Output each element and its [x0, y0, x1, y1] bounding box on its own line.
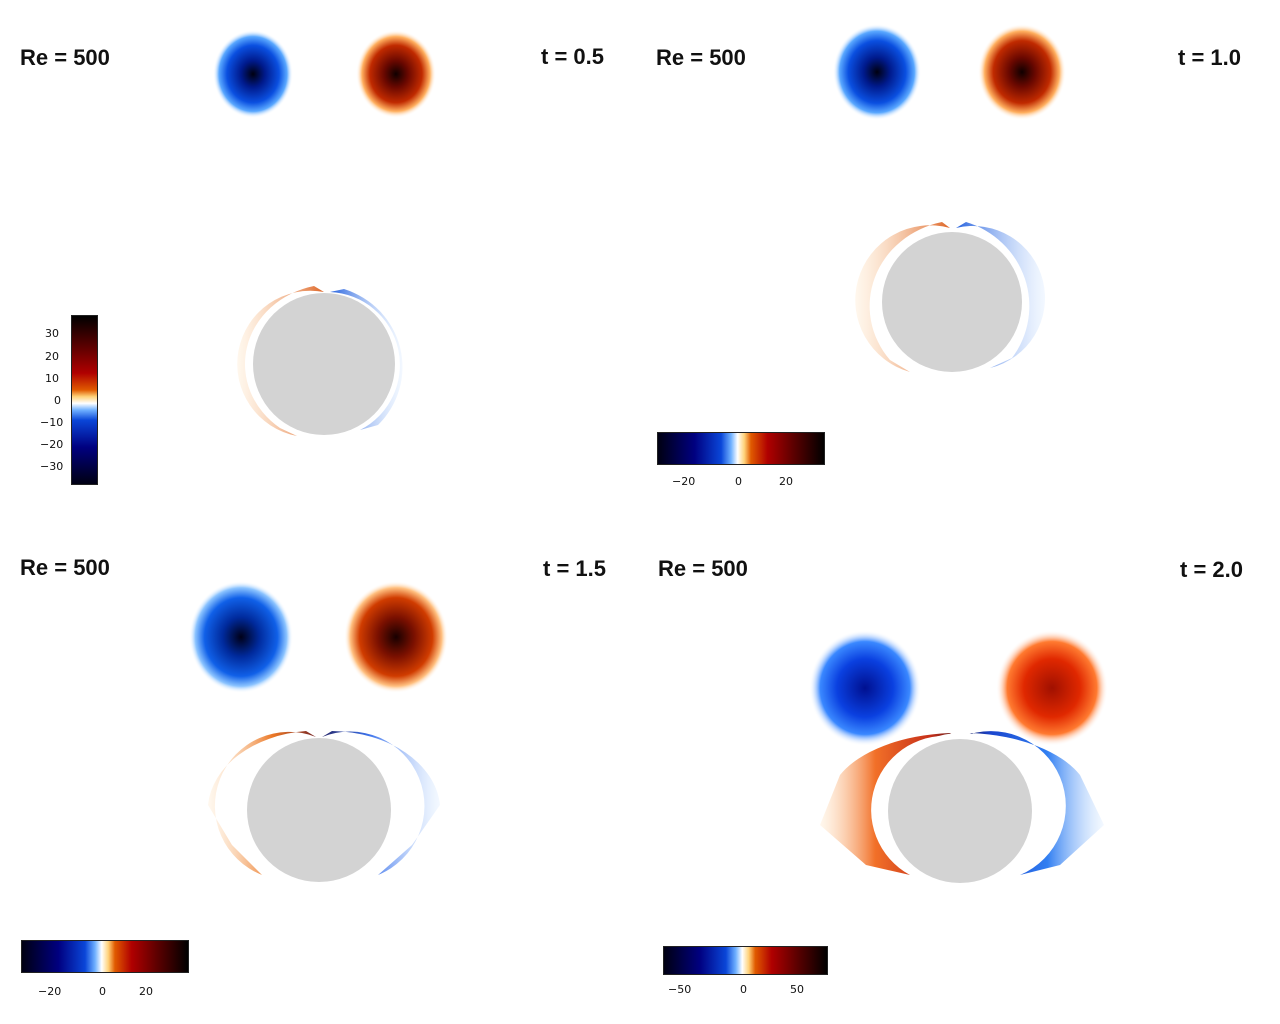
colorbar-tick: 0	[54, 394, 61, 407]
boundary-layer-positive	[855, 222, 950, 372]
colorbar	[71, 315, 98, 485]
vorticity-field	[213, 30, 436, 436]
vortex-positive	[978, 24, 1066, 120]
vorticity-field	[809, 630, 1108, 889]
panel-t-2-0: Re = 500 t = 2.0 −50 0 50	[640, 515, 1280, 1024]
colorbar-tick: 0	[735, 475, 742, 488]
vortex-positive	[344, 581, 448, 693]
vortex-negative	[213, 30, 293, 118]
reynolds-label: Re = 500	[656, 45, 746, 70]
cylinder	[253, 293, 395, 435]
boundary-layer-negative	[962, 731, 1104, 875]
reynolds-label: Re = 500	[20, 555, 110, 580]
time-label: t = 0.5	[541, 44, 604, 69]
colorbar-tick: 0	[740, 983, 747, 996]
colorbar-tick: 10	[45, 372, 59, 385]
vortex-negative	[833, 24, 921, 120]
colorbar-tick: −20	[672, 475, 696, 488]
colorbar-tick: 20	[45, 350, 59, 363]
boundary-layer-negative	[956, 222, 1046, 368]
reynolds-label: Re = 500	[20, 45, 110, 70]
colorbar	[663, 946, 828, 975]
vorticity-field	[833, 24, 1066, 372]
vorticity-field	[189, 581, 448, 882]
vortex-positive	[356, 30, 436, 118]
panel-t-1-5: Re = 500 t = 1.5 −20 0 20	[0, 515, 625, 1024]
colorbar-tick: 20	[779, 475, 793, 488]
colorbar-tick: 0	[99, 985, 106, 998]
vortex-positive	[996, 630, 1108, 746]
vortex-negative	[189, 581, 293, 693]
colorbar-tick: −20	[38, 985, 62, 998]
boundary-layer-positive	[820, 733, 958, 875]
vortex-negative	[809, 630, 921, 746]
colorbar-tick: −50	[668, 983, 692, 996]
colorbar-tick: −30	[40, 460, 64, 473]
time-label: t = 2.0	[1180, 557, 1243, 582]
colorbar	[657, 432, 825, 465]
panel-t-0-5: Re = 500 t = 0.5 30 20 10 0 −10 −20 −30	[0, 0, 625, 500]
colorbar-tick: 50	[790, 983, 804, 996]
cylinder	[888, 739, 1032, 883]
colorbar-tick: −10	[40, 416, 64, 429]
cylinder	[247, 738, 391, 882]
time-label: t = 1.0	[1178, 45, 1241, 70]
colorbar-tick: 20	[139, 985, 153, 998]
reynolds-label: Re = 500	[658, 556, 748, 581]
colorbar-tick: −20	[40, 438, 64, 451]
cylinder	[882, 232, 1022, 372]
colorbar-tick: 30	[45, 327, 59, 340]
panel-t-1-0: Re = 500 t = 1.0 −20 0 20	[640, 0, 1280, 500]
time-label: t = 1.5	[543, 556, 606, 581]
colorbar	[21, 940, 189, 973]
